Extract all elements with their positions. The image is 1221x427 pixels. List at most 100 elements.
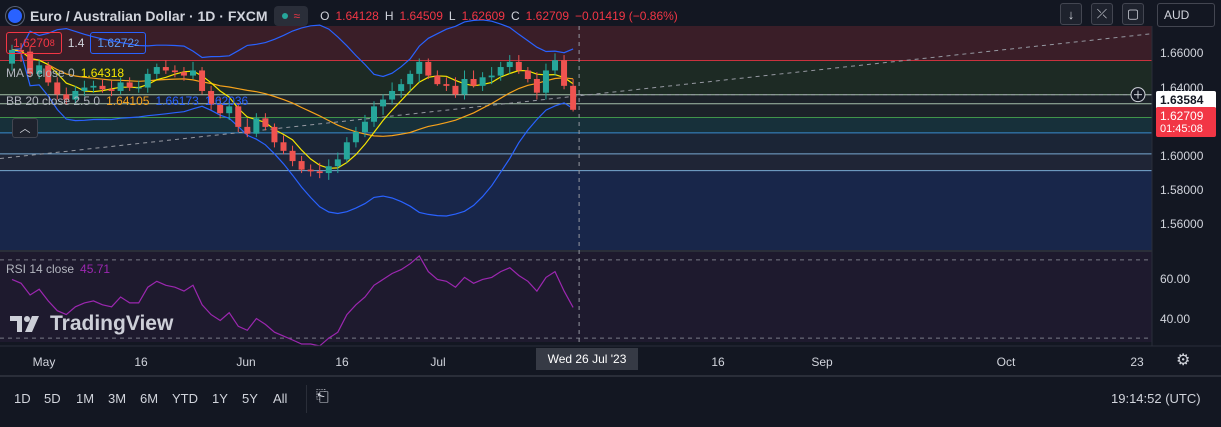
bb-legend[interactable]: BB 20 close 2.5 0 1.64105 1.66173 1.6203… [6, 94, 248, 108]
candle-body [117, 82, 124, 91]
market-open-dot-icon [281, 13, 288, 19]
sell-price: 1.6270 [13, 36, 50, 50]
timeframe-button-1y[interactable]: 1Y [212, 391, 228, 406]
crosshair-price: 1.63584 [1160, 93, 1204, 107]
candle-body [361, 121, 368, 133]
rsi-legend-value: 45.71 [80, 262, 111, 276]
bb-legend-label: BB 20 close 2.5 0 [6, 94, 101, 108]
timeframe-button-1m[interactable]: 1M [76, 391, 95, 406]
candle-body [552, 60, 558, 71]
price-zone-band [0, 26, 1152, 61]
price-zone-band [0, 170, 1152, 250]
candle-body [99, 85, 106, 90]
candle-body [90, 85, 97, 88]
candle-body [271, 126, 278, 143]
sell-price-pip: 8 [49, 38, 55, 48]
price-tick-label: 1.56000 [1160, 217, 1204, 232]
timeframe-button-1d[interactable]: 1D [14, 391, 31, 406]
time-tick-label: Oct [996, 355, 1016, 369]
maximize-pane-button[interactable]: ▢ [1122, 3, 1144, 25]
candle-body [280, 142, 287, 151]
candle-body [389, 90, 396, 100]
timeframe-button-6m[interactable]: 6M [140, 391, 159, 406]
candle-body [244, 126, 251, 134]
candle-body [343, 142, 350, 160]
rsi-pane-background [0, 252, 1152, 342]
crosshair-date-tag: Wed 26 Jul '23 [536, 348, 638, 370]
price-zone-band [0, 117, 1152, 133]
symbol-title[interactable]: Euro / Australian Dollar · 1D · FXCM [30, 8, 268, 24]
settings-button[interactable]: ⚙ [1176, 350, 1190, 370]
candle-body [199, 70, 206, 91]
candle-body [289, 150, 296, 162]
candle-body [416, 61, 423, 74]
rsi-line [11, 254, 574, 347]
time-tick-label: 23 [1130, 355, 1144, 369]
candle-body [307, 169, 314, 172]
low-label: L [448, 9, 456, 23]
date-range-button[interactable]: ⎗ [316, 388, 329, 406]
timezone-clock[interactable]: 19:14:52 (UTC) [1111, 391, 1201, 406]
trade-buttons-row: 1.6270 8 1.4 1.6272 2 [6, 32, 147, 54]
symbol-flag-icon[interactable] [6, 7, 24, 25]
candle-body [27, 51, 34, 74]
market-status-pill[interactable]: ≈ [273, 6, 309, 26]
change-value: −0.01419 (−0.86%) [575, 9, 678, 23]
timeframe-button-5d[interactable]: 5D [44, 391, 61, 406]
candle-body [425, 61, 432, 76]
scroll-down-button[interactable]: ↓ [1060, 3, 1082, 25]
ma-legend-value: 1.64318 [80, 66, 125, 80]
bb-basis-line [11, 49, 574, 137]
candle-body [45, 65, 52, 83]
time-tick-label: Jul [430, 355, 446, 369]
time-tick-label: 16 [134, 355, 148, 369]
candle-body [253, 118, 260, 134]
candle-body [452, 85, 459, 95]
low-value: 1.62609 [461, 9, 505, 23]
sell-button[interactable]: 1.6270 8 [6, 32, 62, 54]
toolbar-divider [306, 385, 307, 413]
bb-lower-value: 1.62036 [204, 94, 249, 108]
open-label: O [320, 9, 330, 23]
price-zone-band [0, 153, 1152, 171]
price-tick-label: 1.60000 [1160, 148, 1204, 163]
bb-upper-value: 1.66173 [155, 94, 199, 108]
candle-body [171, 70, 178, 73]
timeframe-button-all[interactable]: All [273, 391, 288, 406]
candle-body [334, 159, 341, 167]
candle-body [461, 79, 468, 95]
currency-selector[interactable]: AUD [1157, 3, 1215, 27]
price-tick-label: 1.58000 [1160, 183, 1204, 198]
candle-body [235, 106, 242, 127]
candle-body [561, 60, 568, 86]
rsi-legend-label: RSI 14 close [6, 262, 75, 276]
data-status-icon: ≈ [293, 9, 301, 23]
timeframe-button-5y[interactable]: 5Y [242, 391, 258, 406]
candle-body [398, 84, 405, 91]
collapse-pane-button[interactable]: ⤫ [1091, 3, 1113, 25]
ma-legend-label: MA 5 close 0 [6, 66, 75, 80]
calendar-range-icon: ⎗ [316, 388, 329, 405]
ohlc-readout: O 1.64128 H 1.64509 L 1.62609 C 1.62709 −0.0… [320, 9, 678, 23]
timeframe-button-ytd[interactable]: YTD [172, 391, 198, 406]
gear-icon: ⚙ [1176, 352, 1191, 369]
candle-body [325, 166, 332, 174]
timeframe-button-3m[interactable]: 3M [108, 391, 127, 406]
rsi-legend[interactable]: RSI 14 close 45.71 [6, 262, 110, 276]
collapse-legend-button[interactable]: ︿ [12, 118, 38, 138]
maximize-icon: ▢ [1126, 6, 1140, 21]
buy-button[interactable]: 1.6272 2 [90, 32, 147, 54]
candle-body [407, 73, 414, 85]
candle-body [570, 85, 577, 110]
spread-value: 1.4 [67, 36, 85, 50]
tradingview-logo-text: TradingView [50, 312, 174, 335]
buy-price: 1.6272 [97, 36, 135, 50]
chevron-up-icon: ︿ [19, 123, 31, 135]
open-value: 1.64128 [335, 9, 379, 23]
candle-body [126, 82, 133, 88]
time-tick-label: 16 [711, 355, 725, 369]
candle-body [542, 70, 549, 93]
time-tick-label: 16 [335, 355, 349, 369]
ma-legend[interactable]: MA 5 close 0 1.64318 [6, 66, 124, 80]
